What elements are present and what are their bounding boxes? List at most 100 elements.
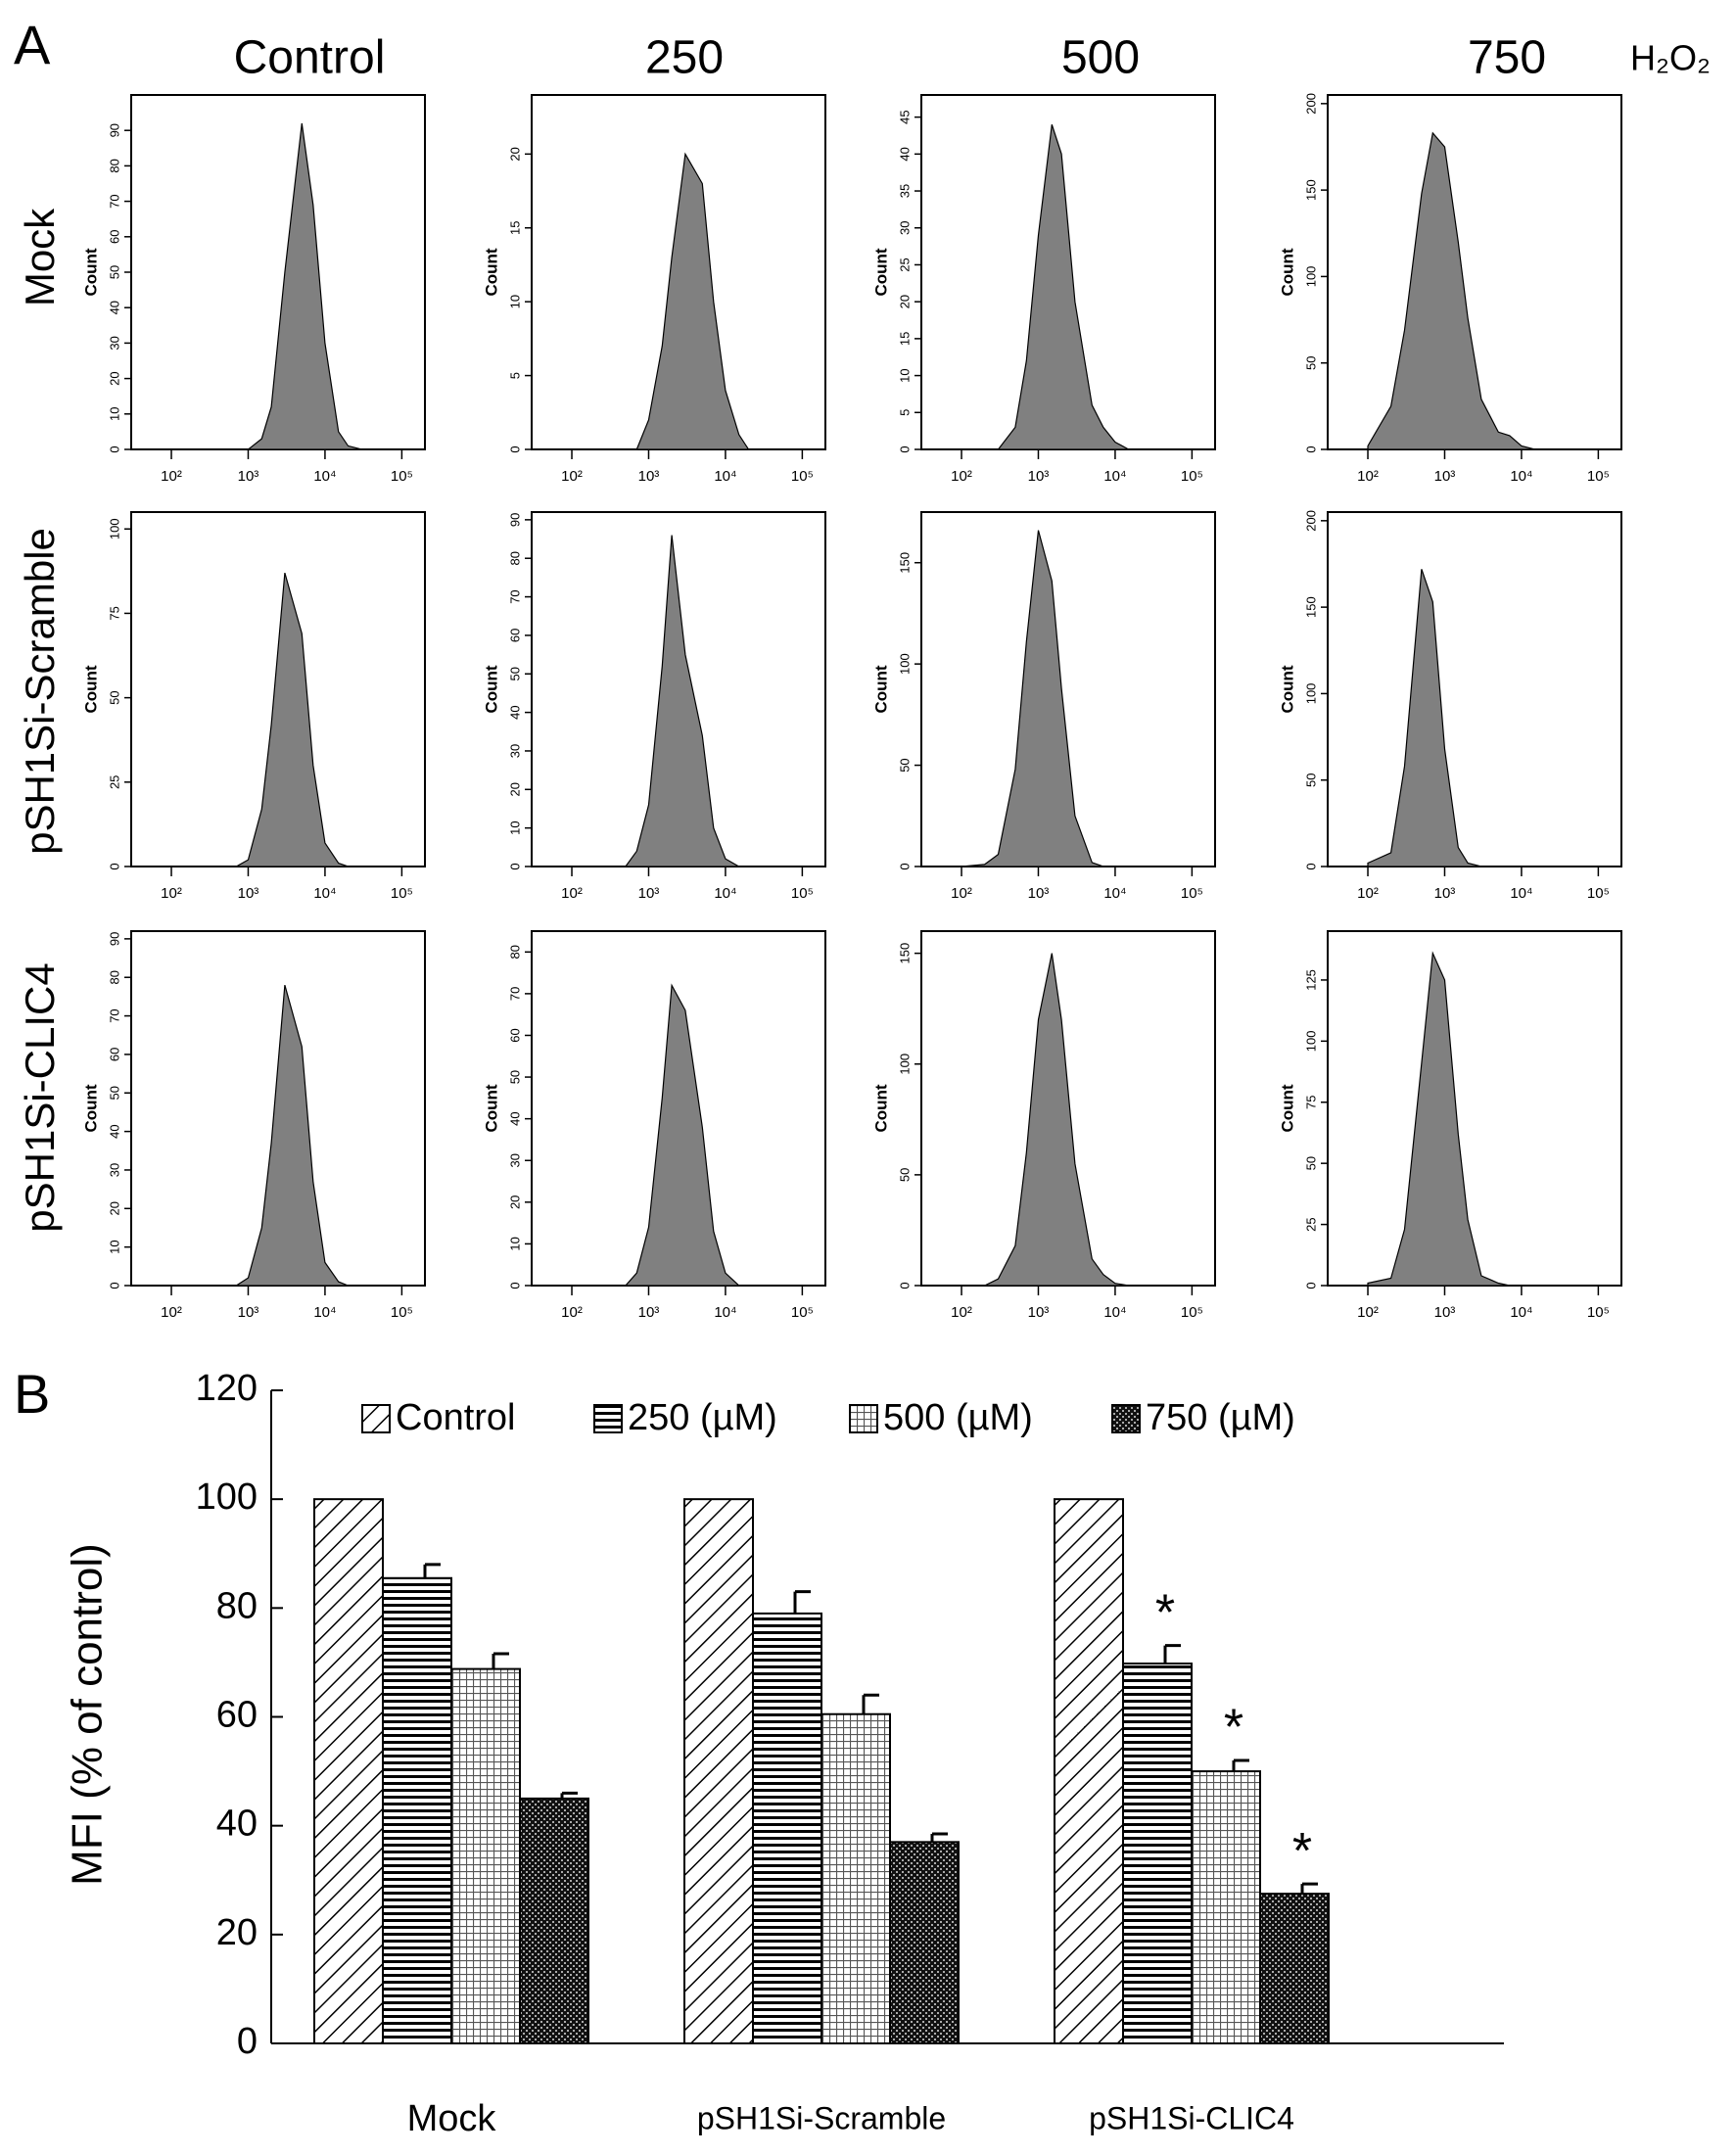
- y-tick-label: 0: [507, 1282, 522, 1289]
- y-tick-label: 25: [897, 258, 912, 271]
- y-tick-label: 40: [107, 1124, 121, 1138]
- y-axis-label: Count: [81, 248, 100, 296]
- x-tick-label: 10⁵: [791, 885, 814, 902]
- y-axis-label: Count: [871, 665, 890, 713]
- y-axis-label: Count: [81, 665, 100, 713]
- x-tick-label: 10⁵: [1181, 468, 1203, 485]
- y-tick-label: 80: [507, 551, 522, 565]
- y-tick-label: 0: [107, 1282, 121, 1289]
- y-tick-label: 60: [107, 230, 121, 244]
- y-tick-label: 0: [507, 445, 522, 452]
- x-tick-label: 10⁴: [1510, 1304, 1532, 1321]
- histogram-area: [572, 535, 779, 867]
- column-header: H₂O₂: [1630, 38, 1711, 78]
- y-tick-label: 60: [507, 1028, 522, 1042]
- legend-swatch: [1111, 1404, 1141, 1433]
- y-tick-label: 100: [897, 1054, 912, 1075]
- x-tick-label: 10³: [638, 468, 660, 485]
- y-tick-label: 10: [507, 295, 522, 308]
- histogram-area: [1367, 569, 1575, 867]
- y-tick-label: 15: [507, 221, 522, 235]
- y-tick-label: 70: [507, 589, 522, 603]
- bar: [1259, 1893, 1330, 2045]
- y-axis-label: Count: [871, 1084, 890, 1132]
- plot-frame: [1327, 511, 1622, 867]
- y-tick-label: 40: [107, 301, 121, 314]
- y-tick-label: 90: [507, 513, 522, 527]
- error-bar: [492, 1652, 509, 1669]
- y-tick-label: 20: [897, 295, 912, 308]
- y-tick-label: 50: [897, 1168, 912, 1182]
- y-tick-label: 50: [107, 265, 121, 279]
- histogram-area: [1367, 951, 1575, 1287]
- x-tick-label: 10⁴: [313, 885, 336, 902]
- y-tick-label: 70: [107, 1008, 121, 1022]
- x-tick-label: 10⁴: [1103, 1304, 1126, 1321]
- error-bar: [423, 1563, 441, 1578]
- y-tick-label: 70: [107, 194, 121, 208]
- x-tick-label: 10⁴: [714, 468, 736, 485]
- x-tick-label: 10²: [951, 468, 972, 485]
- x-tick-label: 10⁴: [1103, 885, 1126, 902]
- y-tick-label: 120: [196, 1368, 258, 1409]
- y-axis-label: Count: [871, 248, 890, 296]
- x-tick-label: 10⁴: [1510, 885, 1532, 902]
- x-tick-label: 10³: [1434, 1304, 1456, 1321]
- histogram-area: [961, 530, 1169, 867]
- x-tick-label: 10²: [161, 468, 182, 485]
- y-tick-label: 5: [897, 409, 912, 416]
- y-tick-label: 30: [107, 1163, 121, 1177]
- x-tick-label: 10⁵: [391, 1304, 413, 1321]
- y-tick-label: 10: [507, 820, 522, 834]
- legend-label: Control: [396, 1397, 516, 1438]
- y-tick-label: 100: [1303, 683, 1318, 705]
- x-tick-label: 10⁵: [791, 468, 814, 485]
- y-tick-label: 50: [1303, 773, 1318, 786]
- y-tick-label: 80: [216, 1585, 258, 1626]
- legend-label: 750 (µM): [1146, 1397, 1295, 1438]
- y-tick-label: 50: [1303, 355, 1318, 369]
- error-bar: [560, 1791, 578, 1799]
- y-tick-label: 150: [1303, 596, 1318, 618]
- x-tick-label: 10³: [238, 468, 259, 485]
- histogram-area: [961, 953, 1169, 1287]
- panel-label: B: [14, 1363, 50, 1425]
- y-tick-label: 10: [507, 1237, 522, 1250]
- y-tick-label: 80: [107, 970, 121, 984]
- y-tick-label: 150: [897, 552, 912, 574]
- y-tick-label: 60: [107, 1048, 121, 1061]
- y-tick-label: 20: [107, 371, 121, 385]
- y-tick-label: 90: [107, 123, 121, 137]
- y-tick-label: 0: [897, 445, 912, 452]
- x-tick-label: 10²: [161, 885, 182, 902]
- y-tick-label: 30: [107, 336, 121, 350]
- y-axis-label: MFI (% of control): [64, 1543, 112, 1886]
- histogram-area: [171, 984, 379, 1287]
- panel-label: A: [14, 14, 51, 75]
- y-tick-label: 100: [1303, 266, 1318, 288]
- y-tick-label: 75: [107, 606, 121, 620]
- bar: [889, 1841, 960, 2045]
- legend-label: 250 (µM): [628, 1397, 777, 1438]
- x-tick-label: 10⁴: [1510, 468, 1532, 485]
- x-tick-label: 10⁴: [313, 468, 336, 485]
- y-tick-label: 25: [107, 775, 121, 789]
- y-tick-label: 30: [507, 744, 522, 758]
- x-tick-label: 10²: [561, 1304, 583, 1321]
- y-axis-label: Count: [1278, 248, 1296, 296]
- error-bar: [1163, 1644, 1181, 1664]
- y-tick-label: 0: [107, 863, 121, 869]
- significance-marker: *: [1155, 1584, 1175, 1641]
- column-header: 500: [1061, 32, 1140, 84]
- histogram-area: [1367, 131, 1575, 450]
- legend-swatch: [593, 1404, 623, 1433]
- error-bar: [862, 1693, 879, 1714]
- x-tick-label: 10³: [1028, 885, 1050, 902]
- x-tick-label: pSH1Si-Scramble: [697, 2100, 946, 2135]
- x-tick-label: 10⁴: [714, 1304, 736, 1321]
- x-tick-label: 10⁵: [791, 1304, 814, 1321]
- y-tick-label: 100: [1303, 1030, 1318, 1052]
- x-tick-label: 10⁵: [1181, 1304, 1203, 1321]
- y-tick-label: 20: [507, 782, 522, 796]
